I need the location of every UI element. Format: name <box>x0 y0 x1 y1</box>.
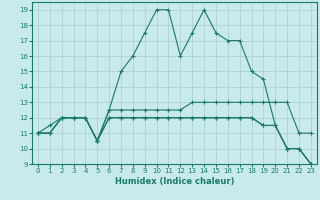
X-axis label: Humidex (Indice chaleur): Humidex (Indice chaleur) <box>115 177 234 186</box>
